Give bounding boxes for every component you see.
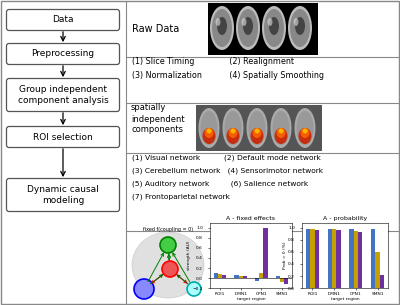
Ellipse shape xyxy=(274,128,288,144)
Ellipse shape xyxy=(295,17,305,35)
FancyBboxPatch shape xyxy=(6,78,120,112)
Ellipse shape xyxy=(250,128,264,144)
Y-axis label: Prob > 0 (%): Prob > 0 (%) xyxy=(283,242,287,269)
Text: spatially: spatially xyxy=(131,103,166,113)
Ellipse shape xyxy=(276,128,286,138)
X-axis label: target region: target region xyxy=(331,297,359,301)
Ellipse shape xyxy=(269,17,279,35)
Bar xyxy=(358,232,362,288)
Bar xyxy=(336,230,341,288)
X-axis label: target region: target region xyxy=(237,297,265,301)
Circle shape xyxy=(134,279,154,299)
Ellipse shape xyxy=(296,111,314,145)
Ellipse shape xyxy=(252,128,262,138)
Bar xyxy=(328,229,332,288)
Ellipse shape xyxy=(262,6,286,50)
Text: Raw Data: Raw Data xyxy=(132,24,179,34)
Ellipse shape xyxy=(294,108,316,148)
Text: (5) Auditory network         (6) Salience network: (5) Auditory network (6) Salience networ… xyxy=(132,181,308,187)
Bar xyxy=(376,252,380,288)
Text: (3) Normalization           (4) Spatially Smoothing: (3) Normalization (4) Spatially Smoothin… xyxy=(132,71,324,81)
Bar xyxy=(222,275,226,278)
Bar xyxy=(371,229,376,288)
Ellipse shape xyxy=(228,128,238,138)
Bar xyxy=(349,229,354,288)
Bar xyxy=(238,276,243,278)
Bar xyxy=(276,276,280,278)
Ellipse shape xyxy=(226,128,240,144)
Text: Preprocessing: Preprocessing xyxy=(32,49,94,59)
Bar xyxy=(264,228,268,278)
Bar xyxy=(332,229,336,288)
Text: (1) Slice Timing              (2) Realignment: (1) Slice Timing (2) Realignment xyxy=(132,58,294,66)
Bar xyxy=(314,230,319,288)
Ellipse shape xyxy=(278,128,284,134)
Text: ROI selection: ROI selection xyxy=(33,132,93,142)
Ellipse shape xyxy=(248,111,266,145)
Ellipse shape xyxy=(224,111,242,145)
Text: (7) Frontoparietal network: (7) Frontoparietal network xyxy=(132,194,230,200)
Ellipse shape xyxy=(198,108,220,148)
Bar xyxy=(310,229,314,288)
Ellipse shape xyxy=(302,128,308,134)
Bar xyxy=(255,278,259,281)
Text: Group independent
component analysis: Group independent component analysis xyxy=(18,85,108,105)
Title: A - probability: A - probability xyxy=(323,216,367,221)
Ellipse shape xyxy=(200,111,218,145)
Ellipse shape xyxy=(268,18,272,26)
Ellipse shape xyxy=(132,232,204,298)
Ellipse shape xyxy=(210,6,234,50)
Text: Dynamic causal
modeling: Dynamic causal modeling xyxy=(27,185,99,205)
Bar xyxy=(284,278,288,284)
Bar xyxy=(280,278,284,282)
Ellipse shape xyxy=(288,6,312,50)
Text: components: components xyxy=(131,125,183,135)
Ellipse shape xyxy=(243,17,253,35)
Text: (3) Cerebellum network   (4) Sensorimotor network: (3) Cerebellum network (4) Sensorimotor … xyxy=(132,168,323,174)
Ellipse shape xyxy=(298,128,312,144)
Ellipse shape xyxy=(270,108,292,148)
Ellipse shape xyxy=(290,9,310,47)
Ellipse shape xyxy=(236,6,260,50)
Ellipse shape xyxy=(264,9,284,47)
Bar xyxy=(214,273,218,278)
Bar xyxy=(306,229,310,288)
Ellipse shape xyxy=(202,128,216,144)
Circle shape xyxy=(162,261,178,277)
Ellipse shape xyxy=(254,128,260,134)
Circle shape xyxy=(160,237,176,253)
Ellipse shape xyxy=(246,108,268,148)
FancyBboxPatch shape xyxy=(6,44,120,64)
Ellipse shape xyxy=(294,18,298,26)
Bar xyxy=(234,274,238,278)
Text: independent: independent xyxy=(131,114,185,124)
Title: A - fixed effects: A - fixed effects xyxy=(226,216,276,221)
Text: Data: Data xyxy=(52,16,74,24)
FancyBboxPatch shape xyxy=(6,178,120,211)
Ellipse shape xyxy=(204,128,214,138)
Ellipse shape xyxy=(238,9,258,47)
Text: fixed f(coupling = 0): fixed f(coupling = 0) xyxy=(143,227,193,232)
Bar xyxy=(243,276,247,278)
Ellipse shape xyxy=(217,17,227,35)
Circle shape xyxy=(187,282,201,296)
FancyBboxPatch shape xyxy=(6,127,120,148)
Bar xyxy=(380,275,384,288)
Ellipse shape xyxy=(230,128,236,134)
Ellipse shape xyxy=(216,18,220,26)
Ellipse shape xyxy=(242,18,246,26)
Ellipse shape xyxy=(206,128,212,134)
Bar xyxy=(208,3,318,55)
FancyBboxPatch shape xyxy=(6,9,120,30)
Ellipse shape xyxy=(272,111,290,145)
Bar xyxy=(218,274,222,278)
Ellipse shape xyxy=(212,9,232,47)
Bar xyxy=(196,105,322,151)
Ellipse shape xyxy=(222,108,244,148)
Bar xyxy=(259,273,264,278)
Y-axis label: strength (AU): strength (AU) xyxy=(187,241,191,270)
Text: (1) Visual network          (2) Default mode network: (1) Visual network (2) Default mode netw… xyxy=(132,155,321,161)
Bar xyxy=(354,231,358,288)
Ellipse shape xyxy=(300,128,310,138)
